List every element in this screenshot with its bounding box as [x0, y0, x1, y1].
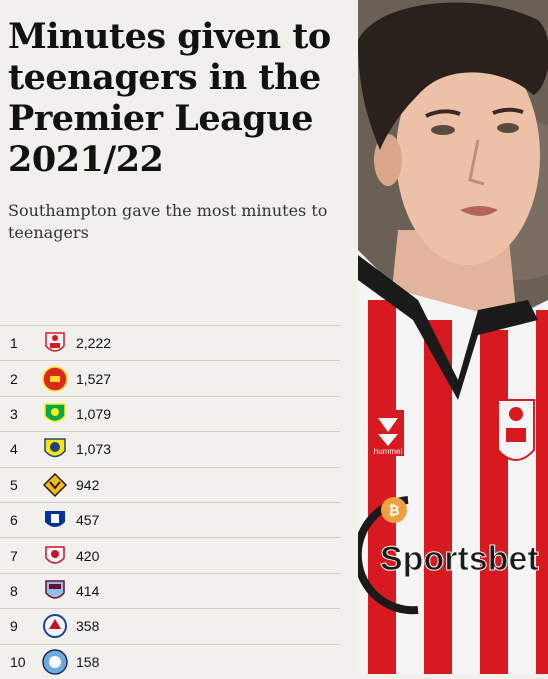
- sponsor-logo: ₿ Sportsbet: [358, 496, 539, 615]
- rank-label: 10: [10, 653, 26, 670]
- table-row: 4 1,073: [0, 431, 340, 466]
- hair: [358, 2, 548, 150]
- rank-label: 3: [10, 405, 18, 422]
- minutes-value: 414: [76, 582, 100, 599]
- shirt-crest-icon: [497, 399, 535, 461]
- manchester-united-crest-icon: [40, 365, 70, 392]
- hummel-logo: hummel: [372, 410, 404, 456]
- minutes-value: 1,079: [76, 405, 112, 422]
- liverpool-crest-icon: [40, 543, 70, 569]
- chart-subtitle: Southampton gave the most minutes to tee…: [8, 201, 328, 242]
- rank-label: 2: [10, 370, 18, 387]
- player-photo: hummel ₿ Sportsbet: [358, 0, 548, 674]
- striped-shirt: [358, 250, 548, 674]
- minutes-value: 358: [76, 618, 100, 635]
- rank-label: 1: [10, 335, 18, 352]
- table-row: 5 942: [0, 466, 340, 502]
- minutes-value: 420: [76, 547, 100, 564]
- rank-label: 7: [10, 547, 18, 564]
- ranking-table: 1 2,222 2 1,527 3 1,079 4 1,073 5 942 6 457 7 420 8 414…: [0, 325, 340, 679]
- southampton-crest-icon: [40, 330, 70, 356]
- svg-text:₿: ₿: [388, 503, 399, 519]
- everton-crest-icon: [40, 507, 70, 533]
- rank-label: 9: [10, 618, 18, 635]
- table-row: 3 1,079: [0, 395, 340, 431]
- table-row: 10 158: [0, 643, 340, 679]
- face: [396, 45, 540, 265]
- chart-panel: Minutes given to teenagers in the Premie…: [0, 16, 340, 675]
- rank-label: 5: [10, 476, 18, 493]
- minutes-value: 942: [76, 476, 100, 493]
- bitcoin-icon: [381, 497, 407, 523]
- table-row: 1 2,222: [0, 325, 340, 360]
- crystal-palace-crest-icon: [40, 613, 70, 639]
- minutes-value: 1,073: [76, 441, 112, 458]
- wolves-crest-icon: [40, 472, 70, 498]
- rank-label: 4: [10, 441, 18, 458]
- norwich-city-crest-icon: [40, 401, 70, 427]
- rank-label: 8: [10, 582, 18, 599]
- rank-label: 6: [10, 512, 18, 529]
- table-row: 9 358: [0, 608, 340, 643]
- chart-title: Minutes given to teenagers in the Premie…: [8, 16, 331, 180]
- minutes-value: 158: [76, 653, 100, 670]
- sponsor-text: Sportsbet: [380, 540, 539, 578]
- table-row: 8 414: [0, 572, 340, 608]
- hummel-text: hummel: [374, 447, 403, 456]
- player-illustration: hummel ₿ Sportsbet: [358, 0, 548, 674]
- minutes-value: 1,527: [76, 370, 112, 387]
- leeds-united-crest-icon: [40, 436, 70, 462]
- table-row: 6 457: [0, 501, 340, 537]
- table-row: 2 1,527: [0, 360, 340, 395]
- minutes-value: 457: [76, 512, 100, 529]
- aston-villa-crest-icon: [40, 578, 70, 604]
- minutes-value: 2,222: [76, 335, 112, 352]
- manchester-city-crest-icon: [40, 648, 70, 675]
- table-row: 7 420: [0, 537, 340, 572]
